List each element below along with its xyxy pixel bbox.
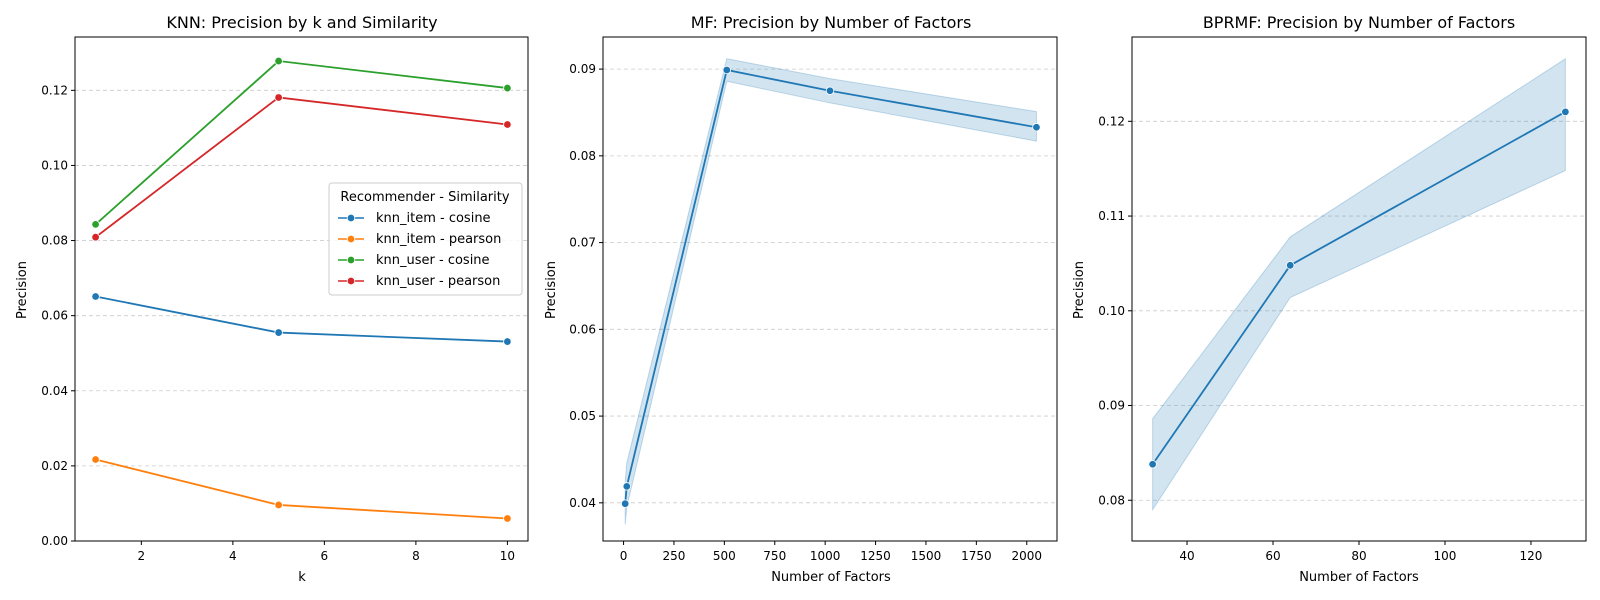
x-tick-label: 4 [229, 549, 237, 563]
x-tick-label: 100 [1434, 549, 1457, 563]
data-point [91, 220, 100, 229]
plot-area-frame [602, 36, 1058, 542]
legend-item: knn_item - cosine [338, 211, 491, 226]
y-tick-label: 0.08 [41, 234, 68, 248]
y-tick-label: 0.06 [569, 322, 596, 336]
data-point [620, 499, 630, 508]
legend-marker [346, 234, 356, 244]
y-tick-label: 0.06 [41, 309, 68, 323]
x-tick-label: 1750 [961, 549, 992, 563]
x-tick-label: 40 [1179, 549, 1194, 563]
y-tick-label: 0.04 [569, 496, 596, 510]
y-tick-label: 0.07 [569, 236, 596, 250]
x-tick-label: 250 [663, 549, 686, 563]
y-tick-label: 0.09 [1098, 399, 1125, 413]
data-point [622, 482, 631, 491]
data-point [274, 93, 283, 102]
y-tick-label: 0.02 [41, 459, 68, 473]
data-point [1286, 261, 1295, 270]
x-tick-label: 8 [412, 549, 420, 563]
x-tick-label: 1250 [860, 549, 891, 563]
data-point [274, 500, 283, 510]
x-tick-label: 1500 [911, 549, 942, 563]
legend-box [328, 182, 523, 296]
y-tick-label: 0.08 [1098, 493, 1125, 507]
mf-chart-panel: MF: Precision by Number of Factors Numbe… [544, 13, 1058, 585]
data-point [1148, 460, 1157, 469]
legend-label: knn_item - cosine [376, 211, 491, 226]
legend-label: knn_user - cosine [376, 253, 490, 268]
x-tick-label: 1000 [810, 549, 841, 563]
x-tick-label: 10 [500, 549, 515, 563]
legend-marker [346, 213, 356, 223]
x-tick-label: 6 [321, 549, 329, 563]
legend-title: Recommender - Similarity [340, 190, 509, 205]
series-line [95, 295, 508, 343]
x-tick-label: 750 [763, 549, 786, 563]
y-tick-label: 0.09 [569, 62, 596, 76]
x-axis-label: Number of Factors [1299, 570, 1419, 585]
x-tick-label: 2 [138, 549, 146, 563]
legend-item: knn_user - cosine [338, 253, 490, 268]
y-axis-label: Precision [15, 261, 30, 319]
confidence-band [624, 58, 1037, 525]
x-tick-label: 120 [1520, 549, 1543, 563]
legend-item: knn_item - pearson [338, 232, 501, 247]
confidence-band [1152, 57, 1566, 512]
data-point [503, 514, 512, 523]
data-point [503, 83, 512, 93]
y-tick-label: 0.11 [1098, 209, 1125, 223]
x-axis-label: k [298, 570, 306, 585]
data-point [91, 455, 100, 464]
data-point [91, 232, 100, 242]
y-tick-label: 0.05 [569, 409, 596, 423]
legend-item: knn_user - pearson [338, 274, 500, 289]
data-point [503, 337, 512, 346]
knn-chart-panel: KNN: Precision by k and Similarity k Pre… [15, 13, 529, 585]
series-line [624, 68, 1037, 504]
x-axis-label: Number of Factors [771, 570, 891, 585]
chart-title: KNN: Precision by k and Similarity [166, 13, 437, 32]
data-point [274, 328, 283, 337]
data-point [825, 86, 835, 95]
data-point [91, 292, 100, 301]
bprmf-chart-panel: BPRMF: Precision by Number of Factors Nu… [1072, 13, 1587, 585]
y-tick-label: 0.08 [569, 149, 596, 163]
legend: Recommender - Similarity knn_item - cosi… [328, 182, 523, 296]
legend-label: knn_user - pearson [376, 274, 500, 289]
series-line [95, 458, 508, 520]
y-axis-label: Precision [1072, 261, 1087, 319]
data-point [1032, 123, 1041, 132]
y-tick-label: 0.10 [1098, 304, 1125, 318]
plot-area-frame [1131, 36, 1587, 542]
x-tick-label: 2000 [1011, 549, 1042, 563]
x-tick-label: 500 [713, 549, 736, 563]
y-tick-label: 0.04 [41, 384, 68, 398]
data-point [722, 65, 731, 75]
x-tick-label: 80 [1351, 549, 1366, 563]
chart-title: BPRMF: Precision by Number of Factors [1203, 13, 1515, 32]
legend-label: knn_item - pearson [376, 232, 501, 247]
plot-area-frame [74, 36, 529, 542]
data-point [1561, 107, 1570, 117]
legend-marker [346, 276, 356, 286]
y-tick-label: 0.12 [1098, 114, 1125, 128]
data-point [274, 56, 283, 66]
data-point [503, 120, 512, 129]
x-tick-label: 60 [1265, 549, 1280, 563]
x-tick-label: 0 [620, 549, 628, 563]
y-tick-label: 0.12 [41, 83, 68, 97]
y-tick-label: 0.00 [41, 534, 68, 548]
chart-title: MF: Precision by Number of Factors [691, 13, 972, 32]
legend-marker [346, 255, 356, 265]
y-axis-label: Precision [544, 261, 559, 319]
y-tick-label: 0.10 [41, 158, 68, 172]
